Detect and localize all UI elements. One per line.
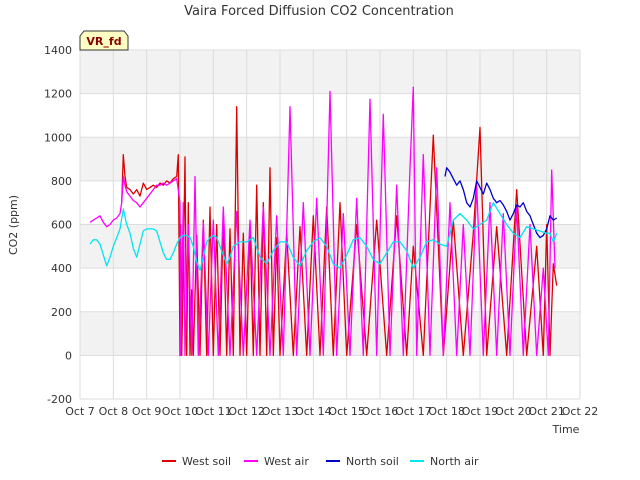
series-line-3 xyxy=(89,202,558,271)
x-tick-label: Oct 20 xyxy=(495,405,532,418)
y-tick-label: -200 xyxy=(47,393,72,406)
x-tick-label: Oct 8 xyxy=(99,405,129,418)
chart-title: Vaira Forced Diffusion CO2 Concentration xyxy=(184,4,454,19)
x-axis-title: Time xyxy=(552,423,580,436)
legend: West soil West air North soil North air xyxy=(162,455,479,468)
badge-shape xyxy=(79,30,129,51)
x-tick-label: Oct 7 xyxy=(65,405,95,418)
plot-band xyxy=(80,355,580,399)
series-layer xyxy=(89,86,558,357)
series-line-2 xyxy=(444,167,558,239)
plot-band xyxy=(80,137,580,181)
y-tick-label: 600 xyxy=(51,219,72,232)
x-tick-label: Oct 9 xyxy=(132,405,162,418)
y-axis-title: CO2 (ppm) xyxy=(7,195,20,255)
x-tick-label: Oct 17 xyxy=(395,405,432,418)
x-tick-label: Oct 22 xyxy=(562,405,599,418)
x-tick-label: Oct 10 xyxy=(162,405,199,418)
y-tick-label: 800 xyxy=(51,175,72,188)
badge-label: VR_fd xyxy=(86,35,121,48)
legend-label: West air xyxy=(264,455,309,468)
x-tick-label: Oct 16 xyxy=(362,405,399,418)
x-tick-label: Oct 21 xyxy=(528,405,565,418)
x-tick-label: Oct 19 xyxy=(462,405,499,418)
series-line-1 xyxy=(89,86,556,357)
x-tick-label: Oct 14 xyxy=(295,405,332,418)
y-tick-label: 0 xyxy=(65,349,72,362)
y-tick-label: 1000 xyxy=(44,131,72,144)
legend-label: North air xyxy=(430,455,479,468)
legend-label: West soil xyxy=(182,455,231,468)
plot-band xyxy=(80,50,580,94)
x-tick-label: Oct 15 xyxy=(328,405,365,418)
x-tick-label: Oct 18 xyxy=(428,405,465,418)
x-tick-label: Oct 13 xyxy=(262,405,299,418)
y-tick-label: 400 xyxy=(51,262,72,275)
y-axis-ticks: -200 0 200 400 600 800 1000 1200 1400 xyxy=(44,44,72,406)
y-tick-label: 200 xyxy=(51,306,72,319)
y-tick-label: 1200 xyxy=(44,88,72,101)
y-tick-label: 1400 xyxy=(44,44,72,57)
badge: VR_fd xyxy=(79,30,129,51)
x-tick-label: Oct 11 xyxy=(195,405,232,418)
x-tick-label: Oct 12 xyxy=(228,405,265,418)
legend-label: North soil xyxy=(346,455,399,468)
